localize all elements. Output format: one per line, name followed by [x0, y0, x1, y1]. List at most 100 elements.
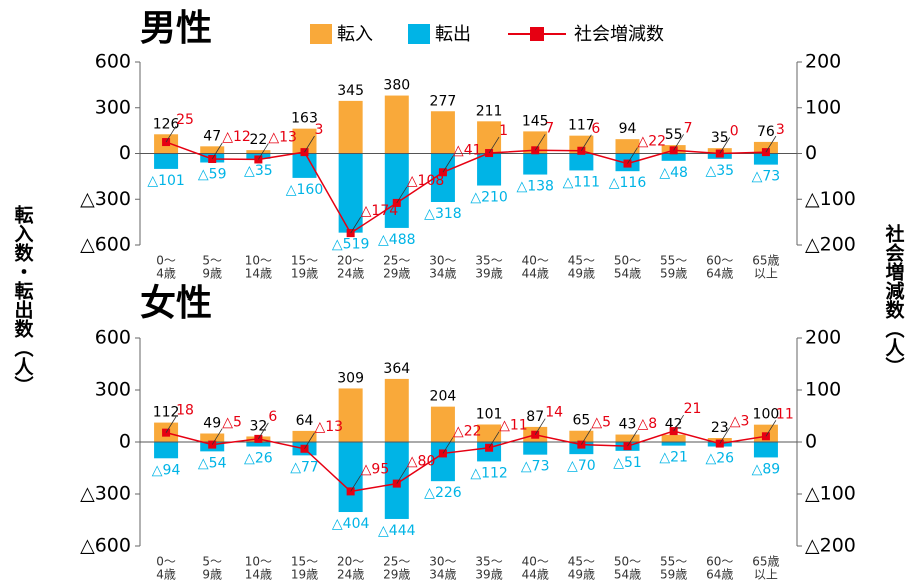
x-tick-label: 55～: [660, 254, 687, 268]
x-tick-label: 59歳: [660, 267, 687, 281]
data-label: 65: [572, 413, 590, 429]
bar: [477, 153, 502, 186]
legend-marker: [530, 27, 544, 41]
leader-line: [719, 427, 731, 444]
data-label: 18: [176, 403, 194, 419]
legend-label: 転入: [337, 24, 373, 45]
leader-line: [534, 134, 546, 151]
data-label: 11: [776, 406, 794, 422]
x-tick-label: 64歳: [706, 267, 733, 281]
bar: [523, 153, 548, 175]
leader-line: [488, 136, 500, 154]
data-label: 43: [619, 417, 637, 433]
x-tick-label: 5～: [202, 555, 222, 569]
bar: [753, 141, 778, 154]
bar: [615, 434, 640, 442]
data-label: 3: [315, 122, 324, 138]
data-label: △54: [198, 455, 227, 471]
x-tick-label: 64歳: [706, 568, 733, 582]
x-tick-label: 5～: [202, 254, 222, 268]
x-tick-label: 35～: [475, 555, 502, 569]
data-label: 22: [249, 132, 267, 148]
leader-line: [211, 142, 223, 160]
bar: [246, 150, 271, 154]
bar: [384, 378, 409, 442]
data-label: 163: [291, 111, 318, 127]
leader-line: [165, 125, 177, 143]
x-tick-label: 65歳: [752, 254, 779, 268]
data-label: 345: [337, 83, 364, 99]
bar: [753, 442, 778, 458]
data-label: 76: [757, 124, 775, 140]
data-label: △26: [244, 451, 273, 467]
bar: [753, 153, 778, 165]
bar: [661, 434, 686, 442]
y-axis-title: 転入数・転出数（人）: [12, 205, 34, 395]
y-tick-label: 0: [119, 431, 131, 453]
y2-tick-label: 100: [805, 379, 841, 401]
legend-label: 転出: [435, 24, 471, 45]
y2-tick-label: 200: [805, 51, 841, 73]
chart-title: 女性: [140, 283, 212, 324]
y-tick-label: 300: [95, 96, 131, 118]
data-label: △70: [567, 458, 596, 474]
x-tick-label: 10～: [245, 254, 272, 268]
y-tick-label: △600: [80, 535, 131, 557]
bar: [569, 135, 594, 154]
leader-line: [442, 437, 454, 454]
data-label: 100: [753, 407, 780, 423]
leader-line: [165, 416, 177, 433]
data-label: △111: [563, 174, 601, 190]
x-tick-label: 45～: [568, 254, 595, 268]
data-label: 94: [619, 121, 637, 137]
data-label: 101: [476, 406, 503, 422]
legend-swatch: [310, 24, 332, 44]
data-label: △35: [244, 163, 273, 179]
data-label: △13: [268, 129, 297, 145]
x-tick-label: 19歳: [291, 267, 318, 281]
net-line: [165, 430, 767, 493]
data-label: 1: [499, 123, 508, 139]
y2-tick-label: △100: [805, 188, 856, 210]
data-label: △26: [705, 451, 734, 467]
x-tick-label: 9歳: [202, 568, 222, 582]
x-tick-label: 50～: [614, 254, 641, 268]
x-tick-label: 35～: [475, 254, 502, 268]
x-tick-label: 55～: [660, 555, 687, 569]
leader-line: [258, 143, 269, 160]
data-label: △21: [659, 450, 688, 466]
bar: [154, 153, 179, 169]
x-tick-label: 19歳: [291, 568, 318, 582]
chart-title: 男性: [140, 8, 212, 49]
bar: [200, 146, 225, 154]
x-tick-label: 24歳: [337, 568, 364, 582]
bar: [430, 442, 455, 482]
bar: [615, 139, 640, 154]
data-label: 6: [591, 121, 600, 137]
bar: [338, 100, 363, 154]
bar: [384, 95, 409, 154]
data-label: △80: [407, 454, 436, 470]
x-tick-label: 4歳: [156, 568, 176, 582]
data-label: △22: [638, 134, 667, 150]
x-tick-label: 49歳: [568, 568, 595, 582]
data-label: 47: [203, 128, 221, 144]
bar: [154, 442, 179, 459]
x-tick-label: 60～: [706, 254, 733, 268]
y-tick-label: △300: [80, 188, 131, 210]
data-label: △22: [453, 423, 482, 439]
data-label: △41: [453, 142, 482, 158]
x-tick-label: 4歳: [156, 267, 176, 281]
x-tick-label: 0～: [156, 254, 176, 268]
x-tick-label: 25～: [383, 555, 410, 569]
y-tick-label: 600: [95, 51, 131, 73]
data-label: △519: [332, 237, 370, 253]
x-tick-label: 9歳: [202, 267, 222, 281]
x-tick-label: 60～: [706, 555, 733, 569]
data-label: 204: [430, 389, 457, 405]
data-label: △488: [378, 232, 416, 248]
bar: [430, 406, 455, 442]
data-label: △59: [198, 166, 227, 182]
data-label: △112: [470, 465, 508, 481]
